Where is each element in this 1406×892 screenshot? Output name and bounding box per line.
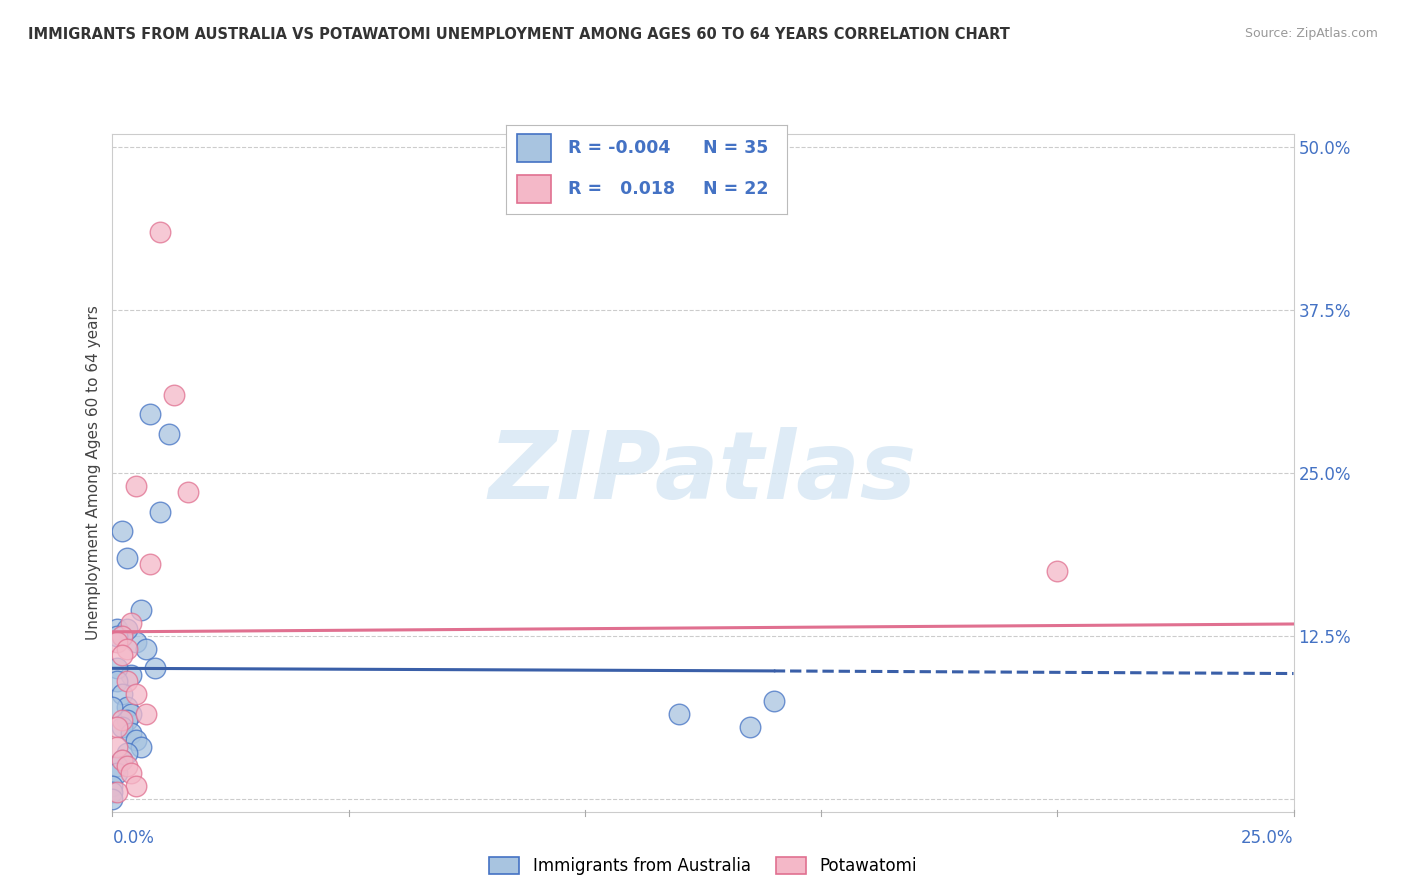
Text: N = 22: N = 22 xyxy=(703,180,769,198)
Point xyxy=(111,753,134,767)
Point xyxy=(120,706,142,721)
Point xyxy=(125,733,148,747)
Point xyxy=(125,779,148,793)
Text: Source: ZipAtlas.com: Source: ZipAtlas.com xyxy=(1244,27,1378,40)
Point xyxy=(111,629,134,643)
Point xyxy=(120,726,142,740)
Point xyxy=(105,759,128,773)
Point xyxy=(115,746,138,760)
Point xyxy=(115,550,138,565)
Point xyxy=(139,407,162,421)
Point xyxy=(111,753,134,767)
Point xyxy=(139,557,162,571)
Point xyxy=(115,759,138,773)
Point xyxy=(125,687,148,701)
Point xyxy=(125,635,148,649)
Legend: Immigrants from Australia, Potawatomi: Immigrants from Australia, Potawatomi xyxy=(482,850,924,881)
Text: ZIPatlas: ZIPatlas xyxy=(489,426,917,519)
Point xyxy=(105,661,128,675)
Point xyxy=(149,505,172,519)
Point xyxy=(105,739,128,754)
Point xyxy=(149,225,172,239)
Point xyxy=(105,785,128,799)
Point xyxy=(115,674,138,689)
Point xyxy=(157,426,180,441)
Point xyxy=(105,635,128,649)
Point xyxy=(101,785,124,799)
Point xyxy=(111,720,134,734)
Point xyxy=(120,668,142,682)
Point xyxy=(129,602,152,616)
Point xyxy=(105,674,128,689)
Point xyxy=(120,765,142,780)
Point xyxy=(111,629,134,643)
Text: R = -0.004: R = -0.004 xyxy=(568,139,671,157)
Bar xyxy=(517,175,551,203)
Y-axis label: Unemployment Among Ages 60 to 64 years: Unemployment Among Ages 60 to 64 years xyxy=(86,305,101,640)
Text: N = 35: N = 35 xyxy=(703,139,768,157)
Point xyxy=(177,485,200,500)
Text: R =   0.018: R = 0.018 xyxy=(568,180,675,198)
Text: IMMIGRANTS FROM AUSTRALIA VS POTAWATOMI UNEMPLOYMENT AMONG AGES 60 TO 64 YEARS C: IMMIGRANTS FROM AUSTRALIA VS POTAWATOMI … xyxy=(28,27,1010,42)
Point xyxy=(125,479,148,493)
Point xyxy=(135,706,157,721)
Point xyxy=(101,779,124,793)
Point xyxy=(101,791,124,805)
Point xyxy=(111,687,134,701)
Point xyxy=(762,694,785,708)
Point xyxy=(115,714,138,728)
Point xyxy=(163,387,186,401)
Text: 25.0%: 25.0% xyxy=(1241,830,1294,847)
Point xyxy=(1046,564,1069,578)
Point xyxy=(115,622,138,636)
Point xyxy=(111,714,134,728)
Point xyxy=(105,622,128,636)
Point xyxy=(120,615,142,630)
Point xyxy=(111,524,134,539)
Point xyxy=(101,700,124,714)
Point xyxy=(115,700,138,714)
Point xyxy=(105,629,128,643)
Point xyxy=(143,661,166,675)
Point xyxy=(105,765,128,780)
Point xyxy=(740,720,762,734)
Point xyxy=(105,720,128,734)
Point xyxy=(668,706,690,721)
Bar xyxy=(517,134,551,162)
Point xyxy=(135,641,157,656)
Point xyxy=(115,641,138,656)
Point xyxy=(111,648,134,663)
Text: 0.0%: 0.0% xyxy=(112,830,155,847)
Point xyxy=(129,739,152,754)
